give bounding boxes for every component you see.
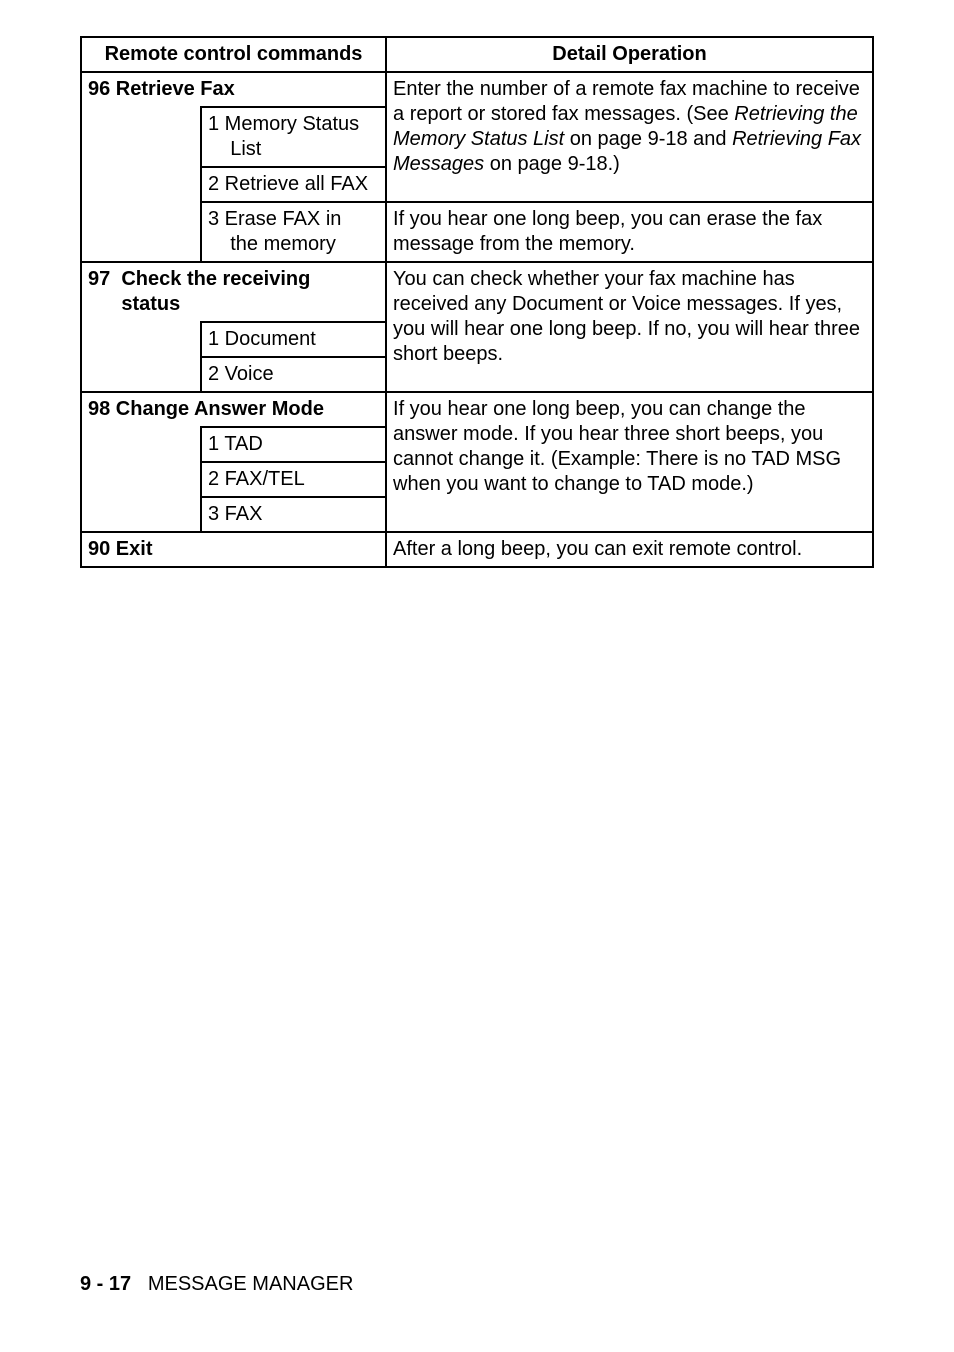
row-97-sub1-cell: 1 Document bbox=[201, 322, 386, 357]
row-97-spacer bbox=[81, 322, 201, 392]
row-96-detail-main: Enter the number of a remote fax machine… bbox=[386, 72, 873, 202]
row-90: 90 Exit After a long beep, you can exit … bbox=[81, 532, 873, 567]
row-96-label: 96 Retrieve Fax bbox=[81, 72, 386, 107]
row-98-label: 98 Change Answer Mode bbox=[81, 392, 386, 427]
row-96-sub1-cell: 1 Memory Status List bbox=[201, 107, 386, 167]
row-96-detail-erase: If you hear one long beep, you can erase… bbox=[386, 202, 873, 262]
row-97-detail: You can check whether your fax machine h… bbox=[386, 262, 873, 392]
row-98-sub1-cell: 1 TAD bbox=[201, 427, 386, 462]
row-97-label: 97 Check the receiving status bbox=[81, 262, 386, 322]
row-90-detail: After a long beep, you can exit remote c… bbox=[386, 532, 873, 567]
row-90-label: 90 Exit bbox=[81, 532, 386, 567]
row-98-sub3-cell: 3 FAX bbox=[201, 497, 386, 532]
page-container: Remote control commands Detail Operation… bbox=[0, 0, 954, 1352]
table-header-row: Remote control commands Detail Operation bbox=[81, 37, 873, 72]
row-96-sub2-cell: 2 Retrieve all FAX bbox=[201, 167, 386, 202]
row-97-sub2-cell: 2 Voice bbox=[201, 357, 386, 392]
row-96-head: 96 Retrieve Fax Enter the number of a re… bbox=[81, 72, 873, 107]
footer-section: MESSAGE MANAGER bbox=[148, 1273, 354, 1295]
row-96-detail-main-mid: on page 9-18 and bbox=[564, 128, 732, 150]
commands-table: Remote control commands Detail Operation… bbox=[80, 36, 874, 568]
row-98-head: 98 Change Answer Mode If you hear one lo… bbox=[81, 392, 873, 427]
footer-page-number: 9 - 17 bbox=[80, 1273, 131, 1295]
row-96-detail-main-post: on page 9-18.) bbox=[484, 153, 620, 175]
row-96-sub3-cell: 3 Erase FAX in the memory bbox=[201, 202, 386, 262]
header-remote: Remote control commands bbox=[81, 37, 386, 72]
row-96-spacer bbox=[81, 107, 201, 262]
header-detail: Detail Operation bbox=[386, 37, 873, 72]
page-footer: 9 - 17 MESSAGE MANAGER bbox=[80, 1273, 353, 1296]
row-97-head: 97 Check the receiving status You can ch… bbox=[81, 262, 873, 322]
row-98-detail: If you hear one long beep, you can chang… bbox=[386, 392, 873, 532]
row-98-sub2-cell: 2 FAX/TEL bbox=[201, 462, 386, 497]
row-98-spacer bbox=[81, 427, 201, 532]
